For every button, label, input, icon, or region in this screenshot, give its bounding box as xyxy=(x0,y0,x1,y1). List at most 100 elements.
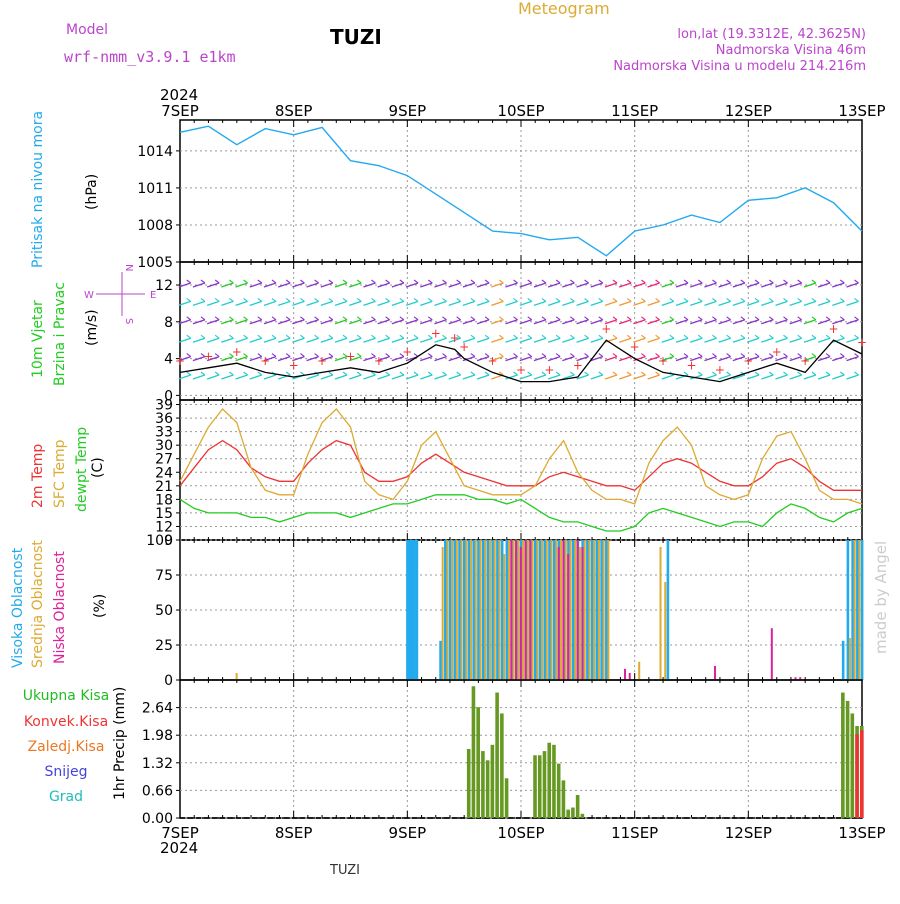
wind-arrow xyxy=(775,282,788,288)
wind-arrow xyxy=(462,374,476,380)
wind-arrow-head xyxy=(754,316,760,321)
wind-arrow xyxy=(277,337,291,343)
wind-marker: + xyxy=(402,345,412,359)
cloud-bar xyxy=(564,540,567,680)
wind-arrow xyxy=(405,300,419,307)
wind-arrow xyxy=(178,282,191,288)
wind-arrow xyxy=(405,319,419,325)
wind-arrow xyxy=(803,300,817,307)
wind-arrow xyxy=(775,355,788,362)
wind-arrow xyxy=(718,374,731,380)
cloud-bar xyxy=(841,640,845,680)
wind-arrow xyxy=(690,282,703,288)
wind-arrow xyxy=(732,282,746,288)
wind-arrow-head xyxy=(626,334,632,339)
wind-arrow xyxy=(832,374,845,380)
wind-arrow xyxy=(817,355,831,362)
wind-marker: + xyxy=(743,354,753,368)
wind-arrow xyxy=(448,319,461,325)
wind-arrow xyxy=(789,300,802,307)
wind-arrow-head xyxy=(314,279,319,284)
wind-arrow-head xyxy=(854,371,859,376)
wind-arrow-head xyxy=(456,371,462,376)
wind-arrow xyxy=(320,282,334,288)
cloud-bar xyxy=(467,540,471,680)
wind-marker: + xyxy=(516,363,526,377)
wind-arrow-head xyxy=(854,316,859,321)
wind-marker: + xyxy=(232,345,242,359)
wind-arrow-head xyxy=(300,353,305,358)
wind-arrow xyxy=(320,355,334,362)
wind-arrow xyxy=(604,300,618,307)
cloud-bar xyxy=(560,540,563,680)
wind-arrow xyxy=(633,374,646,380)
cloud-bar xyxy=(444,540,447,680)
wind-arrow xyxy=(363,282,376,288)
wind-arrow xyxy=(675,337,689,343)
wind-arrow xyxy=(277,319,291,325)
pressure-label: Pritisak na nivou mora xyxy=(30,111,46,268)
wind-arrow xyxy=(249,337,262,343)
wind-arrow xyxy=(434,319,447,325)
wind-arrow-head xyxy=(399,371,405,376)
wind-arrow-head xyxy=(513,297,518,302)
precip-bar xyxy=(845,700,850,818)
wind-arrow xyxy=(704,319,717,325)
wind-arrow-head xyxy=(214,371,220,376)
wind-arrow-head xyxy=(825,297,831,302)
wind-arrow-head xyxy=(797,297,803,302)
wind-arrow xyxy=(491,355,504,362)
wind-arrow-head xyxy=(513,279,518,284)
wind-arrow-head xyxy=(726,297,731,302)
cloud-bar xyxy=(235,673,238,680)
y-tick-label: 27 xyxy=(155,452,173,468)
wind-arrow xyxy=(505,337,518,343)
wind-marker: + xyxy=(686,359,696,373)
wind-arrow xyxy=(206,319,220,325)
precip-legend: Ukupna Kisa Konvek.Kisa Zaledj.Kisa Snijeg G… xyxy=(23,688,110,805)
cloud-bar xyxy=(460,540,463,680)
wind-arrow-head xyxy=(342,297,348,302)
wind-arrow xyxy=(391,319,405,325)
wind-arrow-head xyxy=(612,279,618,284)
y-tick-label: 1011 xyxy=(137,181,173,197)
plot-area: 1005 1008 1011 1014 0 4 8 12 + + + + + + + + + + + + + + + + + + +… xyxy=(137,119,867,827)
cloud-bar xyxy=(571,540,575,680)
wind-arrow xyxy=(476,319,490,325)
y-tick-label: 12 xyxy=(155,519,173,535)
wind-arrow-head xyxy=(612,353,618,358)
wind-arrow-head xyxy=(356,353,362,358)
wind-arrow xyxy=(221,300,234,307)
wind-arrow xyxy=(263,300,277,307)
cloud-bar xyxy=(439,640,442,680)
wind-arrow-head xyxy=(229,334,234,339)
wind-arrow xyxy=(803,282,817,288)
wind-arrow-head xyxy=(243,353,248,358)
wind-arrow xyxy=(846,282,859,288)
wind-arrow-head xyxy=(712,371,717,376)
wind-arrow-head xyxy=(356,371,362,376)
wind-arrow-head xyxy=(513,371,518,376)
cloud-bar xyxy=(605,540,608,680)
wind-arrow-head xyxy=(669,316,675,321)
wind-arrow-head xyxy=(697,371,703,376)
wind-arrow xyxy=(249,282,262,288)
wind-arrow xyxy=(263,355,277,362)
precip-bar xyxy=(547,742,552,818)
wind-arrow xyxy=(206,355,220,362)
wind-arrow xyxy=(306,300,319,307)
wind-arrow xyxy=(235,300,248,307)
wind-arrow xyxy=(604,355,618,362)
cloud-bar xyxy=(848,638,851,680)
wind-arrow-head xyxy=(584,353,589,358)
wind-arrow xyxy=(590,355,603,362)
cloud-bar xyxy=(503,554,506,680)
wind-arrow xyxy=(349,355,362,362)
wind-arrow-head xyxy=(285,279,291,284)
y-tick-label: 30 xyxy=(155,438,173,454)
wind-arrow xyxy=(633,337,646,343)
wind-arrow-head xyxy=(811,334,817,339)
cloud-bar xyxy=(470,540,473,680)
wind-arrow-head xyxy=(854,279,859,284)
